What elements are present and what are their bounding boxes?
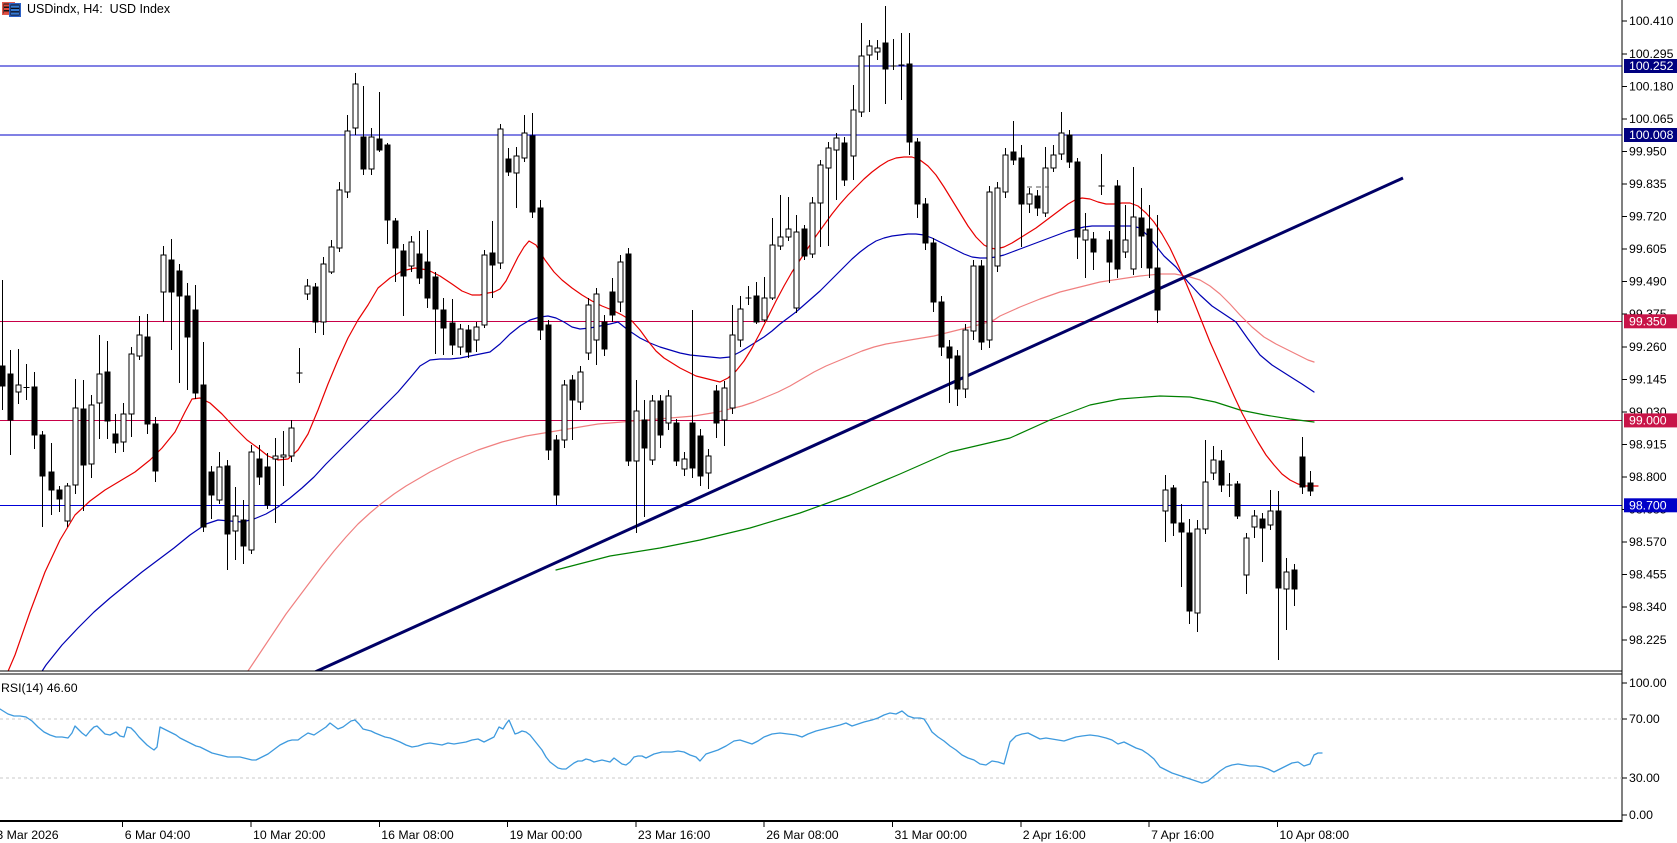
svg-text:2 Apr 16:00: 2 Apr 16:00	[1023, 828, 1086, 842]
svg-text:99.605: 99.605	[1629, 242, 1667, 256]
svg-text:99.350: 99.350	[1629, 314, 1667, 328]
svg-text:98.700: 98.700	[1629, 498, 1667, 512]
svg-text:16 Mar 08:00: 16 Mar 08:00	[381, 828, 454, 842]
svg-text:3 Mar 2026: 3 Mar 2026	[0, 828, 59, 842]
svg-text:100.180: 100.180	[1629, 79, 1674, 93]
svg-text:0.00: 0.00	[1629, 808, 1653, 822]
svg-text:10 Apr 08:00: 10 Apr 08:00	[1279, 828, 1349, 842]
svg-text:98.800: 98.800	[1629, 470, 1667, 484]
svg-text:99.950: 99.950	[1629, 145, 1667, 159]
svg-text:98.225: 98.225	[1629, 633, 1667, 647]
svg-text:98.455: 98.455	[1629, 568, 1667, 582]
svg-text:23 Mar 16:00: 23 Mar 16:00	[638, 828, 711, 842]
svg-text:100.008: 100.008	[1629, 128, 1674, 142]
svg-text:26 Mar 08:00: 26 Mar 08:00	[766, 828, 839, 842]
svg-text:99.720: 99.720	[1629, 210, 1667, 224]
svg-text:100.00: 100.00	[1629, 676, 1667, 690]
svg-text:70.00: 70.00	[1629, 712, 1660, 726]
svg-text:99.835: 99.835	[1629, 177, 1667, 191]
svg-text:30.00: 30.00	[1629, 771, 1660, 785]
svg-text:98.915: 98.915	[1629, 438, 1667, 452]
svg-text:98.340: 98.340	[1629, 600, 1667, 614]
svg-text:100.252: 100.252	[1629, 59, 1674, 73]
svg-text:USDindx, H4: USD Index: USDindx, H4: USD Index	[27, 2, 171, 16]
svg-text:99.145: 99.145	[1629, 372, 1667, 386]
svg-text:98.570: 98.570	[1629, 535, 1667, 549]
svg-text:100.410: 100.410	[1629, 14, 1674, 28]
svg-text:99.260: 99.260	[1629, 340, 1667, 354]
svg-text:100.295: 100.295	[1629, 47, 1674, 61]
svg-text:10 Mar 20:00: 10 Mar 20:00	[253, 828, 326, 842]
svg-text:RSI(14) 46.60: RSI(14) 46.60	[1, 681, 78, 695]
svg-text:99.490: 99.490	[1629, 275, 1667, 289]
svg-text:6 Mar 04:00: 6 Mar 04:00	[125, 828, 191, 842]
svg-text:7 Apr 16:00: 7 Apr 16:00	[1151, 828, 1214, 842]
svg-text:100.065: 100.065	[1629, 112, 1674, 126]
svg-text:99.000: 99.000	[1629, 413, 1667, 427]
svg-text:19 Mar 00:00: 19 Mar 00:00	[510, 828, 583, 842]
svg-text:31 Mar 00:00: 31 Mar 00:00	[895, 828, 968, 842]
